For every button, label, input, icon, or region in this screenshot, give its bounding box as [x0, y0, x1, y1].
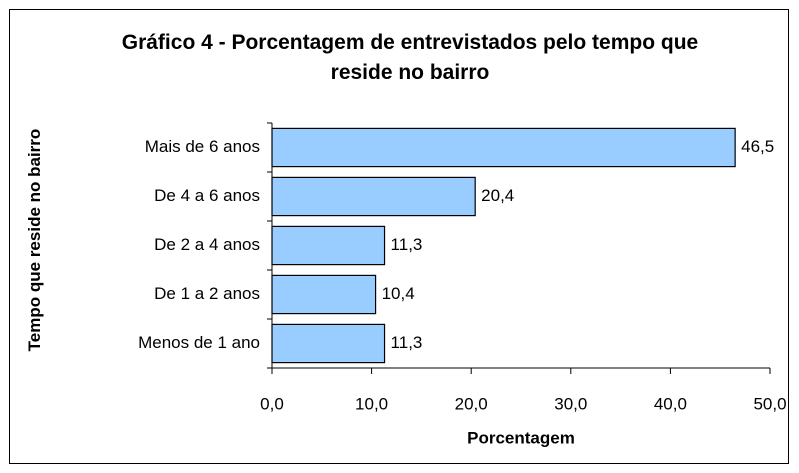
x-tick-label: 20,0 [455, 394, 488, 413]
data-label: 20,4 [481, 186, 514, 205]
data-label: 10,4 [382, 284, 415, 303]
y-tick-label: Mais de 6 anos [145, 137, 260, 156]
y-axis-label: Tempo que reside no bairro [25, 128, 44, 352]
chart-title: Gráfico 4 - Porcentagem de entrevistados… [121, 31, 699, 84]
chart-border [9, 9, 789, 464]
x-tick-label: 40,0 [654, 394, 687, 413]
y-tick-label: Menos de 1 ano [138, 333, 260, 352]
data-label: 46,5 [741, 137, 774, 156]
bar [271, 127, 736, 168]
y-tick-label: De 4 a 6 anos [154, 186, 260, 205]
data-label: 11,3 [391, 235, 423, 254]
data-label: 11,3 [391, 333, 423, 352]
x-tick-label: 10,0 [355, 394, 388, 413]
bar [271, 323, 386, 364]
bar [271, 176, 476, 217]
y-tick-label: De 1 a 2 anos [154, 284, 260, 303]
bar [271, 225, 386, 266]
x-tick-label: 50,0 [753, 394, 786, 413]
y-tick-label: De 2 a 4 anos [154, 235, 260, 254]
x-tick-label: 0,0 [260, 394, 284, 413]
x-axis-label: Porcentagem [467, 428, 575, 447]
bar [271, 274, 377, 315]
x-tick-label: 30,0 [554, 394, 587, 413]
